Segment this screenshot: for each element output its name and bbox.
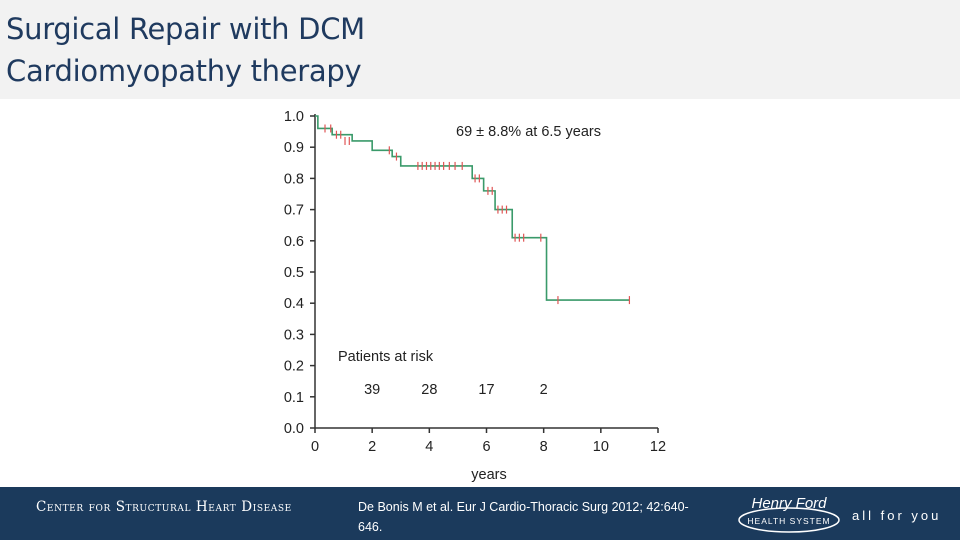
x-tick-label: 10 <box>593 439 609 455</box>
at-risk-label: Patients at risk <box>338 349 434 365</box>
at-risk-count: 2 <box>540 382 548 398</box>
x-tick-label: 6 <box>482 439 490 455</box>
title-bar: Surgical Repair with DCM Cardiomyopathy … <box>0 0 960 99</box>
chart-axes: 0.0 0.1 0.2 0.3 0.4 0.5 0.6 0.7 0.8 0.9 1.0 0 2 4 6 8 10… <box>284 109 666 455</box>
y-tick-label: 0.2 <box>284 359 304 375</box>
slide-title-line-2: Cardiomyopathy therapy <box>6 54 362 88</box>
chart-annotation: 69 ± 8.8% at 6.5 years <box>456 124 601 140</box>
x-tick-label: 0 <box>311 439 319 455</box>
y-tick-label: 0.8 <box>284 171 304 187</box>
y-tick-label: 0.4 <box>284 296 304 312</box>
at-risk-count: 28 <box>421 382 437 398</box>
y-tick-label: 0.0 <box>284 421 304 437</box>
x-tick-label: 12 <box>650 439 666 455</box>
at-risk-count: 39 <box>364 382 380 398</box>
citation: De Bonis M et al. Eur J Cardio-Thoracic … <box>358 500 689 534</box>
x-axis-label: years <box>471 467 506 483</box>
y-tick-label: 1.0 <box>284 109 304 125</box>
x-tick-label: 8 <box>540 439 548 455</box>
x-tick-label: 2 <box>368 439 376 455</box>
survival-curve <box>315 115 630 301</box>
at-risk-count: 17 <box>478 382 494 398</box>
henry-ford-logo: Henry Ford HEALTH SYSTEM <box>738 495 840 533</box>
chart-plot-area: 39 28 17 2 <box>315 115 631 398</box>
survival-chart: 0.0 0.1 0.2 0.3 0.4 0.5 0.6 0.7 0.8 0.9 1.0 0 2 4 6 8 10… <box>258 99 713 487</box>
y-tick-label: 0.5 <box>284 265 304 281</box>
logo-subtext: HEALTH SYSTEM <box>747 516 830 526</box>
footer-bar: Center for Structural Heart Disease De B… <box>0 487 960 540</box>
logo-script-text: Henry Ford <box>751 495 827 512</box>
survival-chart-svg: 0.0 0.1 0.2 0.3 0.4 0.5 0.6 0.7 0.8 0.9 1.0 0 2 4 6 8 10… <box>284 109 666 483</box>
y-tick-label: 0.9 <box>284 140 304 156</box>
center-name: Center for Structural Heart Disease <box>36 499 292 515</box>
y-tick-label: 0.6 <box>284 234 304 250</box>
x-tick-label: 4 <box>425 439 433 455</box>
tagline: all for you <box>852 508 942 523</box>
y-tick-label: 0.3 <box>284 327 304 343</box>
slide-title: Surgical Repair with DCM Cardiomyopathy … <box>6 8 365 92</box>
slide-title-line-1: Surgical Repair with DCM <box>6 12 365 46</box>
y-tick-label: 0.7 <box>284 203 304 219</box>
y-tick-label: 0.1 <box>284 390 304 406</box>
